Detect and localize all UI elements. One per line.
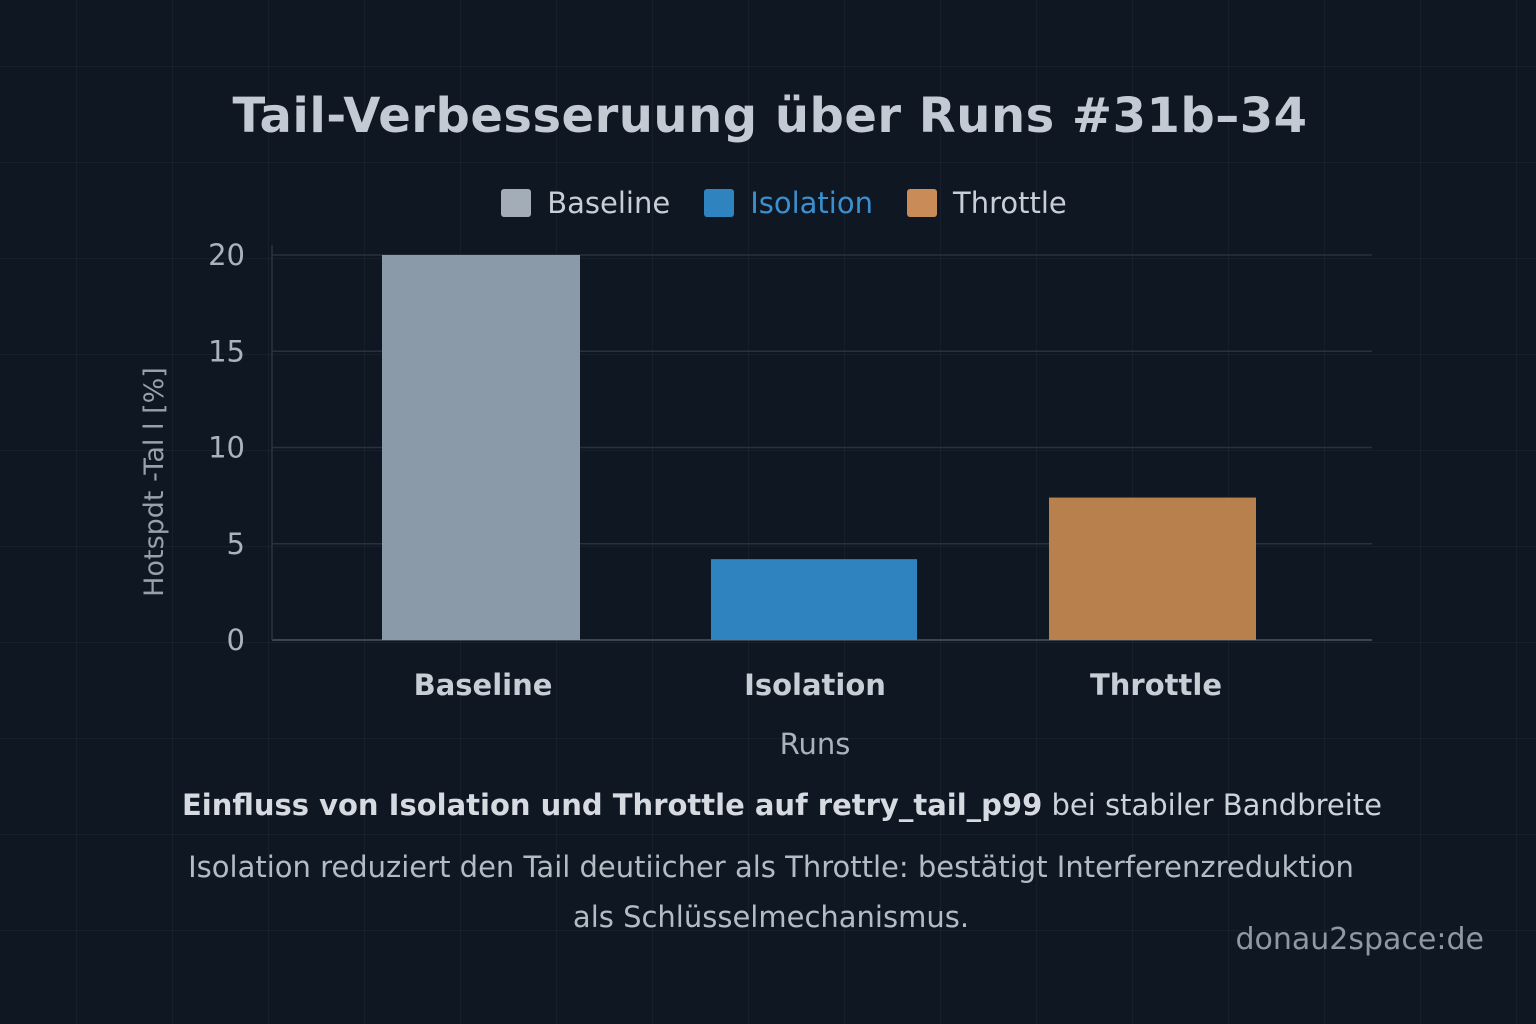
legend-swatch-baseline [501, 189, 532, 217]
y-tick-label: 20 [208, 238, 245, 272]
x-axis-label: Runs [780, 727, 851, 761]
y-tick-label: 5 [227, 527, 245, 561]
caption-headline-rest: bei stabiler Bandbreite [1042, 788, 1383, 822]
bar-isolation [711, 559, 917, 640]
legend-item-isolation: Isolation [704, 186, 873, 220]
legend-swatch-isolation [704, 189, 735, 217]
chart-title: Tail-Verbesseruung über Runs #31b–34 [232, 88, 1308, 144]
legend-swatch-throttle [906, 189, 937, 217]
bar-baseline [382, 255, 580, 640]
x-tick-label: Baseline [414, 668, 553, 702]
legend-item-throttle: Throttle [906, 186, 1067, 220]
y-tick-label: 0 [227, 623, 245, 657]
caption-headline: Einfluss von Isolation und Throttle auf … [14, 788, 1536, 822]
y-axis-label: Hotspdt -Tal l [%] [139, 367, 170, 597]
caption-description: Isolation reduziert den Tail deutiicher … [3, 842, 1536, 942]
legend-label-baseline: Baseline [547, 186, 671, 220]
chart-legend: Baseline Isolation Throttle [0, 186, 1536, 220]
legend-item-baseline: Baseline [501, 186, 670, 220]
caption-line-3: als Schlüsselmechanismus. [572, 900, 970, 934]
legend-label-isolation: Isolation [750, 186, 873, 220]
y-tick-label: 10 [208, 431, 245, 465]
site-watermark: donau2space:de [1235, 922, 1484, 957]
caption-line-2: Isolation reduziert den Tail deutiicher … [188, 850, 1354, 884]
x-tick-label: Throttle [1090, 668, 1222, 702]
y-tick-label: 15 [208, 334, 245, 368]
caption-headline-bold: Einfluss von Isolation und Throttle auf … [181, 788, 1043, 822]
x-tick-label: Isolation [744, 668, 886, 702]
bar-throttle [1049, 497, 1256, 640]
legend-label-throttle: Throttle [952, 186, 1067, 220]
